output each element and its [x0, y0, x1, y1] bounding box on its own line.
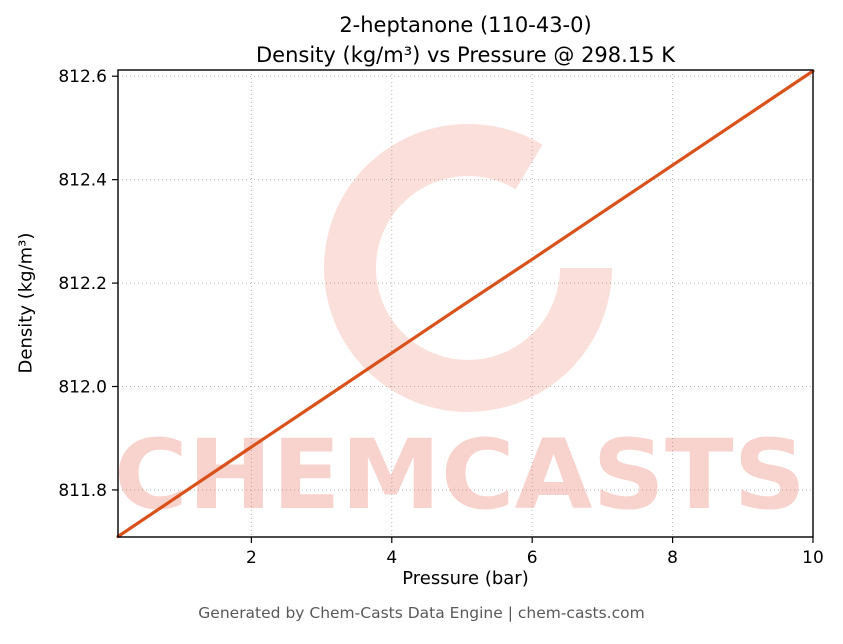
watermark-ring-icon: [324, 124, 612, 412]
density-line-series: [116, 69, 815, 539]
y-tick-label: 812.4: [58, 171, 107, 191]
x-tick-label: 6: [527, 548, 538, 568]
chart-title-line1: 2-heptanone (110-43-0): [339, 13, 592, 37]
y-tick-label: 812.0: [58, 378, 107, 398]
x-tick-label: 8: [667, 548, 678, 568]
x-tick-label: 4: [386, 548, 397, 568]
y-tick-label: 812.6: [58, 67, 107, 87]
y-tick-label: 812.2: [58, 274, 107, 294]
x-axis-label: Pressure (bar): [402, 568, 529, 589]
y-tick-label: 811.8: [58, 481, 107, 501]
x-tick-label: 2: [246, 548, 257, 568]
chart-title: 2-heptanone (110-43-0) Density (kg/m³) v…: [118, 10, 813, 70]
watermark-text: CHEMCASTS: [114, 419, 806, 531]
x-tick-label: 10: [802, 548, 824, 568]
footer-credit: Generated by Chem-Casts Data Engine | ch…: [198, 604, 645, 622]
watermark: CHEMCASTS: [114, 124, 806, 531]
axis-ticks: 2 4 6 8 10 811.8 812.0 812.2 812.4 812.6: [58, 67, 823, 568]
chart-title-line2: Density (kg/m³) vs Pressure @ 298.15 K: [255, 43, 675, 67]
plot-border: [117, 69, 814, 538]
